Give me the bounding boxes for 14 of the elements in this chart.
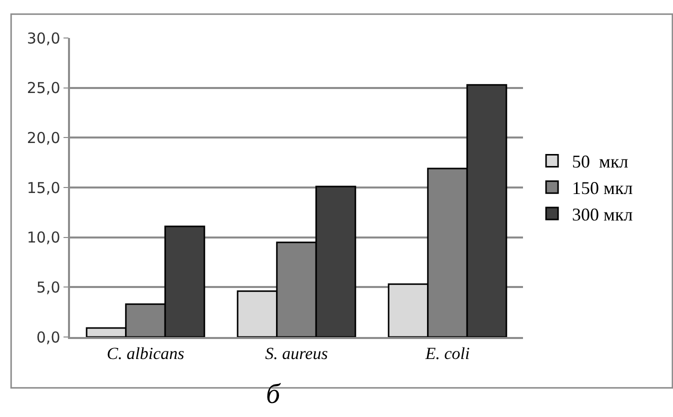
y-tick-label: 30,0 — [26, 29, 60, 48]
x-tick-label: C. albicans — [106, 344, 185, 364]
y-tick-label: 15,0 — [26, 178, 60, 197]
x-tick-label: E. coli — [424, 344, 470, 364]
y-tick-label: 20,0 — [26, 128, 60, 147]
legend-label: 150 мкл — [572, 178, 633, 198]
legend-label: 50 мкл — [572, 152, 628, 172]
x-tick-label: S. aureus — [265, 344, 328, 364]
legend-label: 300 мкл — [572, 204, 633, 225]
y-tick-label: 10,0 — [26, 228, 60, 247]
text: б — [266, 379, 281, 410]
y-tick-label: 0,0 — [36, 328, 60, 346]
y-tick-label: 5,0 — [36, 278, 60, 296]
y-tick-label: 25,0 — [26, 79, 60, 98]
